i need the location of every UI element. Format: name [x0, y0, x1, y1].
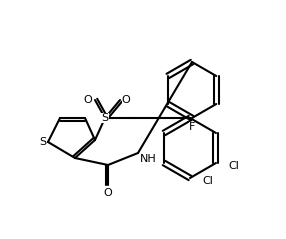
Text: S: S — [102, 113, 109, 123]
Text: S: S — [39, 137, 47, 147]
Text: O: O — [104, 188, 112, 198]
Text: Cl: Cl — [202, 176, 213, 186]
Text: F: F — [189, 122, 195, 132]
Text: O: O — [84, 95, 92, 105]
Text: O: O — [122, 95, 130, 105]
Text: Cl: Cl — [228, 161, 239, 171]
Text: NH: NH — [140, 154, 157, 164]
